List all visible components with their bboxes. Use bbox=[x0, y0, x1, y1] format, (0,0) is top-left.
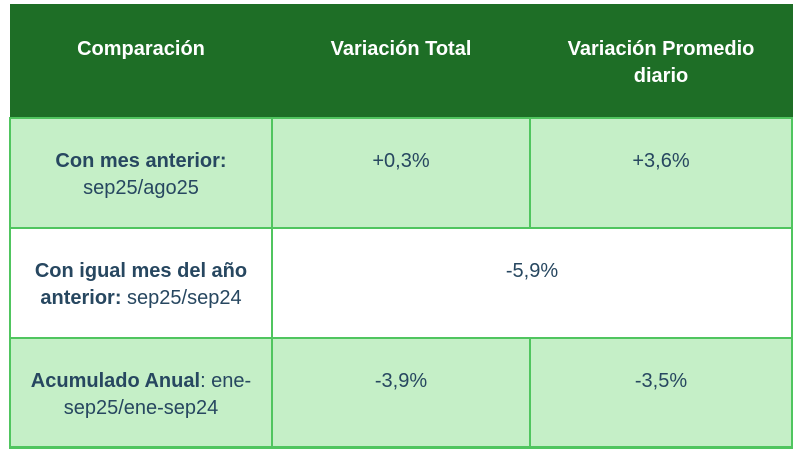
cell-variacion-total-mes-anterior: +0,3% bbox=[271, 116, 531, 229]
cell-variacion-total-acumulado: -3,9% bbox=[271, 336, 531, 449]
row-label-bold: Con mes anterior: bbox=[55, 149, 227, 172]
row-label-bold: Acumulado Anual bbox=[30, 369, 201, 392]
cell-variacion-promedio-acumulado: -3,5% bbox=[529, 336, 793, 449]
row-label-igual-mes-anio-anterior: Con igual mes del año anterior: sep25/se… bbox=[9, 226, 273, 339]
column-header-variacion-promedio-diario: Variación Promedio diario bbox=[529, 4, 793, 118]
column-header-comparacion: Comparación bbox=[9, 4, 273, 118]
row-label-bold: Con igual mes del año anterior: bbox=[34, 259, 248, 309]
cell-variacion-merged-igual-mes: -5,9% bbox=[271, 226, 793, 339]
row-label-acumulado-anual: Acumulado Anual: ene-sep25/ene-sep24 bbox=[9, 336, 273, 449]
table-row-igual-mes-anio-anterior: Con igual mes del año anterior: sep25/se… bbox=[9, 226, 793, 339]
cell-variacion-promedio-mes-anterior: +3,6% bbox=[529, 116, 793, 229]
row-label-rest: sep25/sep24 bbox=[121, 286, 242, 309]
comparison-table: Comparación Variación Total Variación Pr… bbox=[9, 4, 793, 449]
table-row-acumulado-anual: Acumulado Anual: ene-sep25/ene-sep24 -3,… bbox=[9, 336, 793, 449]
row-label-mes-anterior: Con mes anterior: sep25/ago25 bbox=[9, 116, 273, 229]
row-label-rest: : ene-sep25/ene-sep24 bbox=[63, 369, 252, 419]
row-label-rest: sep25/ago25 bbox=[83, 176, 199, 199]
table-header-row: Comparación Variación Total Variación Pr… bbox=[9, 4, 793, 118]
column-header-variacion-total: Variación Total bbox=[271, 4, 531, 118]
table-row-mes-anterior: Con mes anterior: sep25/ago25 +0,3% +3,6… bbox=[9, 116, 793, 229]
